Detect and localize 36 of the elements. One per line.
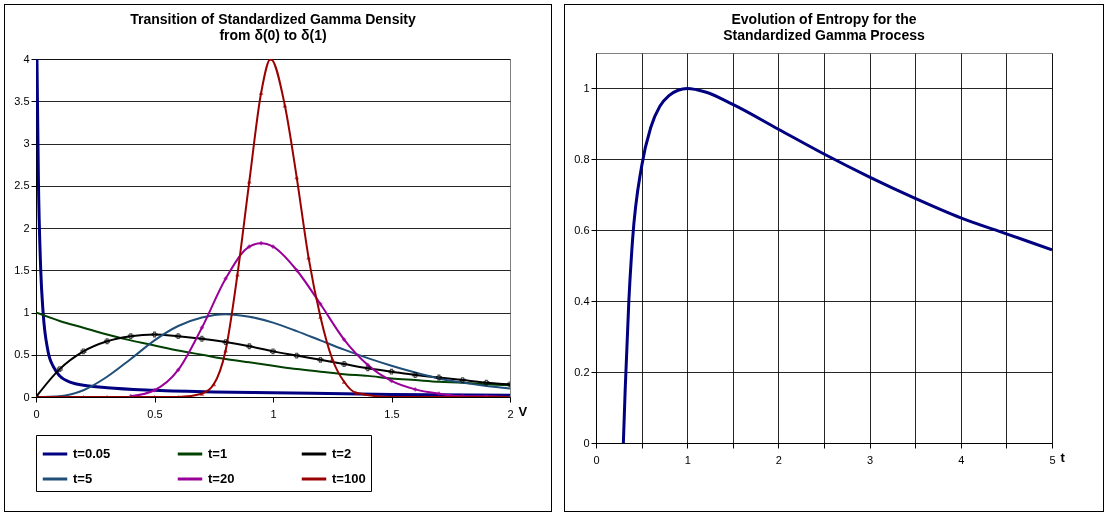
y-tick-label: 2.5	[14, 179, 30, 192]
legend-label: t=0.05	[73, 446, 111, 461]
legend-label: t=2	[332, 446, 352, 461]
y-tick-label: 0.8	[574, 152, 590, 165]
chart-title: Transition of Standardized Gamma Density from δ(0) to δ(1)	[130, 11, 416, 43]
x-tick-label: 5	[1049, 453, 1056, 466]
x-tick-label: 1.5	[384, 407, 400, 420]
x-tick-label: 0.5	[147, 407, 163, 420]
x-tick-label: 4	[958, 453, 965, 466]
y-tick-label: 2	[23, 221, 30, 234]
x-tick-label: 2	[775, 453, 782, 466]
y-tick-label: 0	[583, 436, 590, 449]
y-tick-label: 0.6	[574, 223, 590, 236]
y-tick-label: 1.5	[14, 263, 30, 276]
y-tick-label: 0.5	[14, 348, 30, 361]
y-tick-label: 4	[23, 52, 30, 65]
y-tick-label: 1	[583, 81, 590, 94]
x-tick-label: 2	[507, 407, 514, 420]
x-tick-label: 1	[270, 407, 277, 420]
x-axis-title: V	[518, 403, 528, 419]
legend-label: t=1	[208, 446, 228, 461]
x-axis-title: t	[1060, 449, 1066, 465]
y-tick-label: 0	[23, 390, 30, 403]
x-tick-label: 3	[867, 453, 874, 466]
legend-label: t=100	[332, 471, 366, 486]
legend-label: t=5	[73, 471, 93, 486]
legend-label: t=20	[208, 471, 235, 486]
x-tick-label: 0	[33, 407, 40, 420]
y-tick-label: 3	[23, 137, 30, 149]
y-tick-label: 0.2	[574, 365, 590, 378]
x-tick-label: 1	[684, 453, 691, 466]
x-tick-label: 0	[593, 453, 600, 466]
y-tick-label: 0.4	[574, 294, 590, 307]
chart-title: Evolution of Entropy for the Standardized Gamma Process	[723, 11, 925, 43]
y-tick-label: 3.5	[14, 94, 30, 107]
y-tick-label: 1	[23, 306, 30, 318]
